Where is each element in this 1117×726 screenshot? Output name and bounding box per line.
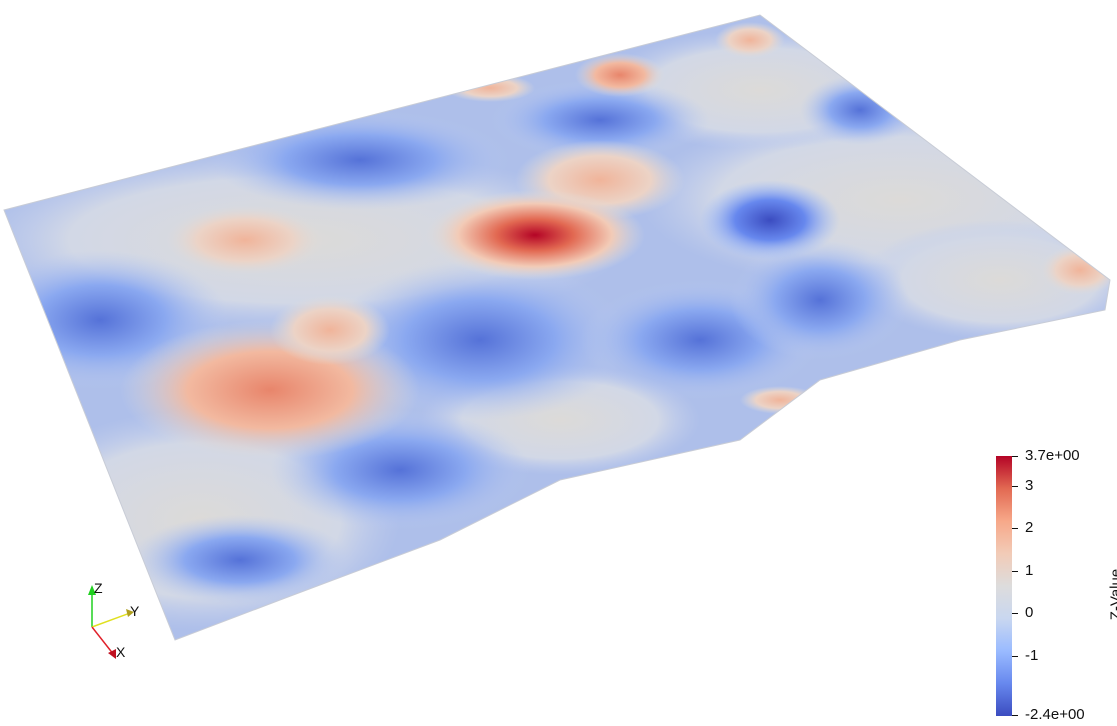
z-axis-label: Z <box>94 580 103 596</box>
colorbar-tick-mark <box>1012 486 1018 487</box>
y-axis-label: Y <box>130 603 140 619</box>
colorbar-tick-mark <box>1012 571 1018 572</box>
colorbar-tick-label: -1 <box>1025 647 1039 664</box>
orientation-axes: Z Y X <box>88 580 140 660</box>
y-axis-arrow <box>126 609 134 617</box>
colorbar-title: Z-Value <box>1107 568 1117 621</box>
colorbar-tick-mark <box>1012 613 1018 614</box>
colorbar-min-label: -2.4e+00 <box>1025 706 1085 723</box>
y-axis-line <box>91 612 131 628</box>
x-axis-arrow <box>108 649 116 659</box>
colorbar-tick-label: 0 <box>1025 604 1034 621</box>
colorbar-gradient <box>996 456 1012 716</box>
colorbar-min-tick <box>1012 715 1018 716</box>
colorbar-tick-mark <box>1012 528 1018 529</box>
z-axis-arrow <box>88 585 96 595</box>
x-axis-line <box>91 626 115 656</box>
colorbar-max-label: 3.7e+00 <box>1025 447 1080 464</box>
colorbar-tick-label: 3 <box>1025 477 1034 494</box>
colorbar-tick-mark <box>1012 656 1018 657</box>
colorbar-tick-label: 2 <box>1025 519 1034 536</box>
surface-shading <box>4 22 1110 630</box>
colorbar-max-tick <box>1012 456 1018 457</box>
colorbar-tick-label: 1 <box>1025 562 1034 579</box>
x-axis-label: X <box>116 644 126 660</box>
surface-outline <box>3 14 1111 641</box>
